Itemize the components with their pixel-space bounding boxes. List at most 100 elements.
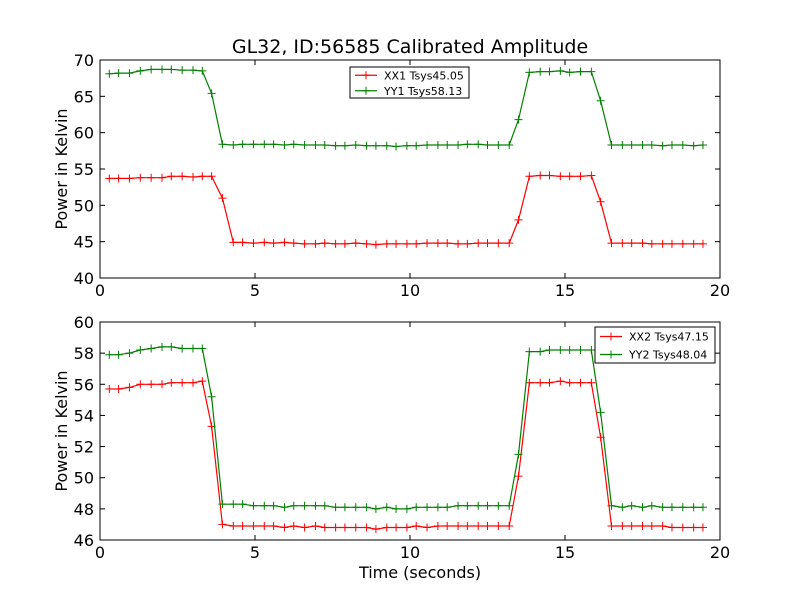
- data-point-1-0-57: [689, 523, 698, 532]
- data-point-1-1-36: [474, 501, 483, 510]
- data-point-1-0-35: [463, 521, 472, 530]
- data-point-0-1-41: [525, 68, 534, 77]
- data-point-1-0-55: [667, 523, 676, 532]
- data-point-0-0-25: [362, 239, 371, 248]
- data-point-1-1-49: [607, 501, 616, 510]
- data-point-0-1-21: [320, 141, 329, 150]
- data-point-1-0-19: [300, 523, 309, 532]
- data-point-1-1-5: [158, 342, 166, 351]
- data-point-1-0-5: [158, 380, 166, 389]
- data-point-1-0-54: [658, 521, 667, 530]
- data-point-0-1-23: [340, 141, 349, 150]
- data-point-0-0-39: [505, 239, 514, 248]
- data-point-1-0-34: [454, 521, 463, 530]
- data-point-0-1-4: [147, 65, 156, 74]
- data-point-0-1-36: [474, 140, 483, 149]
- data-point-0-0-31: [423, 239, 432, 248]
- y-tick-label-1-6: 58: [74, 344, 94, 363]
- data-point-1-1-22: [331, 503, 340, 512]
- data-point-1-1-19: [300, 501, 309, 510]
- data-point-0-1-50: [618, 141, 627, 150]
- data-point-1-0-28: [392, 523, 401, 532]
- data-point-0-1-34: [454, 141, 463, 150]
- data-point-1-0-15: [260, 521, 269, 530]
- data-point-0-0-15: [260, 238, 269, 247]
- data-point-0-0-17: [280, 238, 289, 247]
- data-point-1-1-42: [536, 347, 545, 356]
- data-point-1-0-6: [167, 378, 176, 387]
- data-point-1-0-30: [412, 521, 421, 530]
- data-point-1-0-38: [494, 521, 503, 530]
- data-point-0-0-53: [647, 239, 656, 248]
- data-point-0-0-49: [607, 239, 616, 248]
- data-point-0-0-58: [698, 239, 707, 248]
- data-point-1-1-41: [525, 347, 534, 356]
- data-point-1-1-12: [229, 500, 238, 509]
- x-tick-label-0-4: 20: [710, 281, 730, 300]
- legend-0: XX1 Tsys45.05 YY1 Tsys58.13: [349, 66, 470, 99]
- data-point-1-0-29: [402, 523, 411, 532]
- data-point-0-0-1: [114, 174, 123, 183]
- data-point-1-1-51: [627, 501, 636, 510]
- data-point-0-0-36: [474, 239, 483, 248]
- data-point-1-0-44: [556, 377, 565, 386]
- data-point-0-0-51: [627, 239, 636, 248]
- data-point-0-0-38: [494, 239, 503, 248]
- data-point-0-1-19: [300, 141, 309, 150]
- data-point-0-0-30: [412, 239, 421, 248]
- data-point-0-0-4: [147, 173, 156, 182]
- data-point-0-1-2: [125, 69, 134, 78]
- data-point-0-1-14: [249, 140, 258, 149]
- data-point-0-0-26: [371, 240, 380, 249]
- data-point-0-1-11: [218, 140, 227, 149]
- y-tick-label-0-6: 70: [74, 51, 94, 70]
- data-point-0-0-57: [689, 239, 698, 248]
- data-point-0-1-37: [483, 141, 492, 150]
- legend-1: XX2 Tsys47.15 YY2 Tsys48.04: [594, 326, 716, 364]
- data-point-0-0-45: [565, 172, 574, 181]
- y-tick-label-1-3: 52: [74, 438, 94, 457]
- data-point-1-1-1: [114, 350, 123, 359]
- data-point-1-0-36: [474, 521, 483, 530]
- data-point-1-0-27: [382, 523, 391, 532]
- data-point-1-1-23: [340, 503, 349, 512]
- data-point-1-0-16: [269, 521, 278, 530]
- data-point-1-1-53: [647, 501, 656, 510]
- data-point-1-0-51: [627, 521, 636, 530]
- data-point-0-1-16: [269, 140, 278, 149]
- data-point-1-1-0: [105, 350, 114, 359]
- y-axis-label-1: Power in Kelvin: [52, 370, 71, 491]
- data-point-0-0-0: [105, 174, 114, 183]
- data-point-0-1-35: [463, 140, 472, 149]
- data-point-1-0-52: [638, 521, 647, 530]
- data-point-0-1-45: [565, 68, 574, 77]
- data-point-1-0-45: [565, 378, 574, 387]
- data-point-0-1-5: [158, 65, 166, 74]
- data-point-1-1-13: [238, 500, 247, 509]
- y-tick-label-1-0: 46: [74, 531, 94, 550]
- data-point-0-0-20: [311, 239, 320, 248]
- data-point-0-1-22: [331, 141, 340, 150]
- data-point-1-1-46: [576, 346, 585, 355]
- data-point-1-1-43: [545, 346, 554, 355]
- data-point-0-1-31: [423, 141, 432, 150]
- data-point-1-1-47: [587, 346, 596, 355]
- data-point-1-0-53: [647, 521, 656, 530]
- data-point-0-1-3: [136, 66, 145, 75]
- y-tick-label-1-1: 48: [74, 500, 94, 519]
- data-point-0-1-26: [371, 141, 380, 150]
- data-point-1-0-24: [351, 523, 360, 532]
- data-point-0-0-23: [340, 239, 349, 248]
- data-point-1-0-12: [229, 521, 238, 530]
- data-point-0-0-28: [392, 239, 401, 248]
- data-point-0-1-12: [229, 141, 238, 150]
- data-point-1-1-29: [402, 504, 411, 513]
- data-point-1-0-9: [198, 377, 207, 386]
- data-point-0-0-50: [618, 239, 627, 248]
- data-point-0-0-37: [483, 239, 492, 248]
- data-point-1-0-42: [536, 378, 545, 387]
- data-point-1-1-56: [678, 503, 687, 512]
- data-point-0-1-1: [114, 69, 123, 78]
- y-tick-label-0-3: 55: [74, 160, 94, 179]
- legend-label-1-0: XX2 Tsys47.15: [629, 331, 709, 344]
